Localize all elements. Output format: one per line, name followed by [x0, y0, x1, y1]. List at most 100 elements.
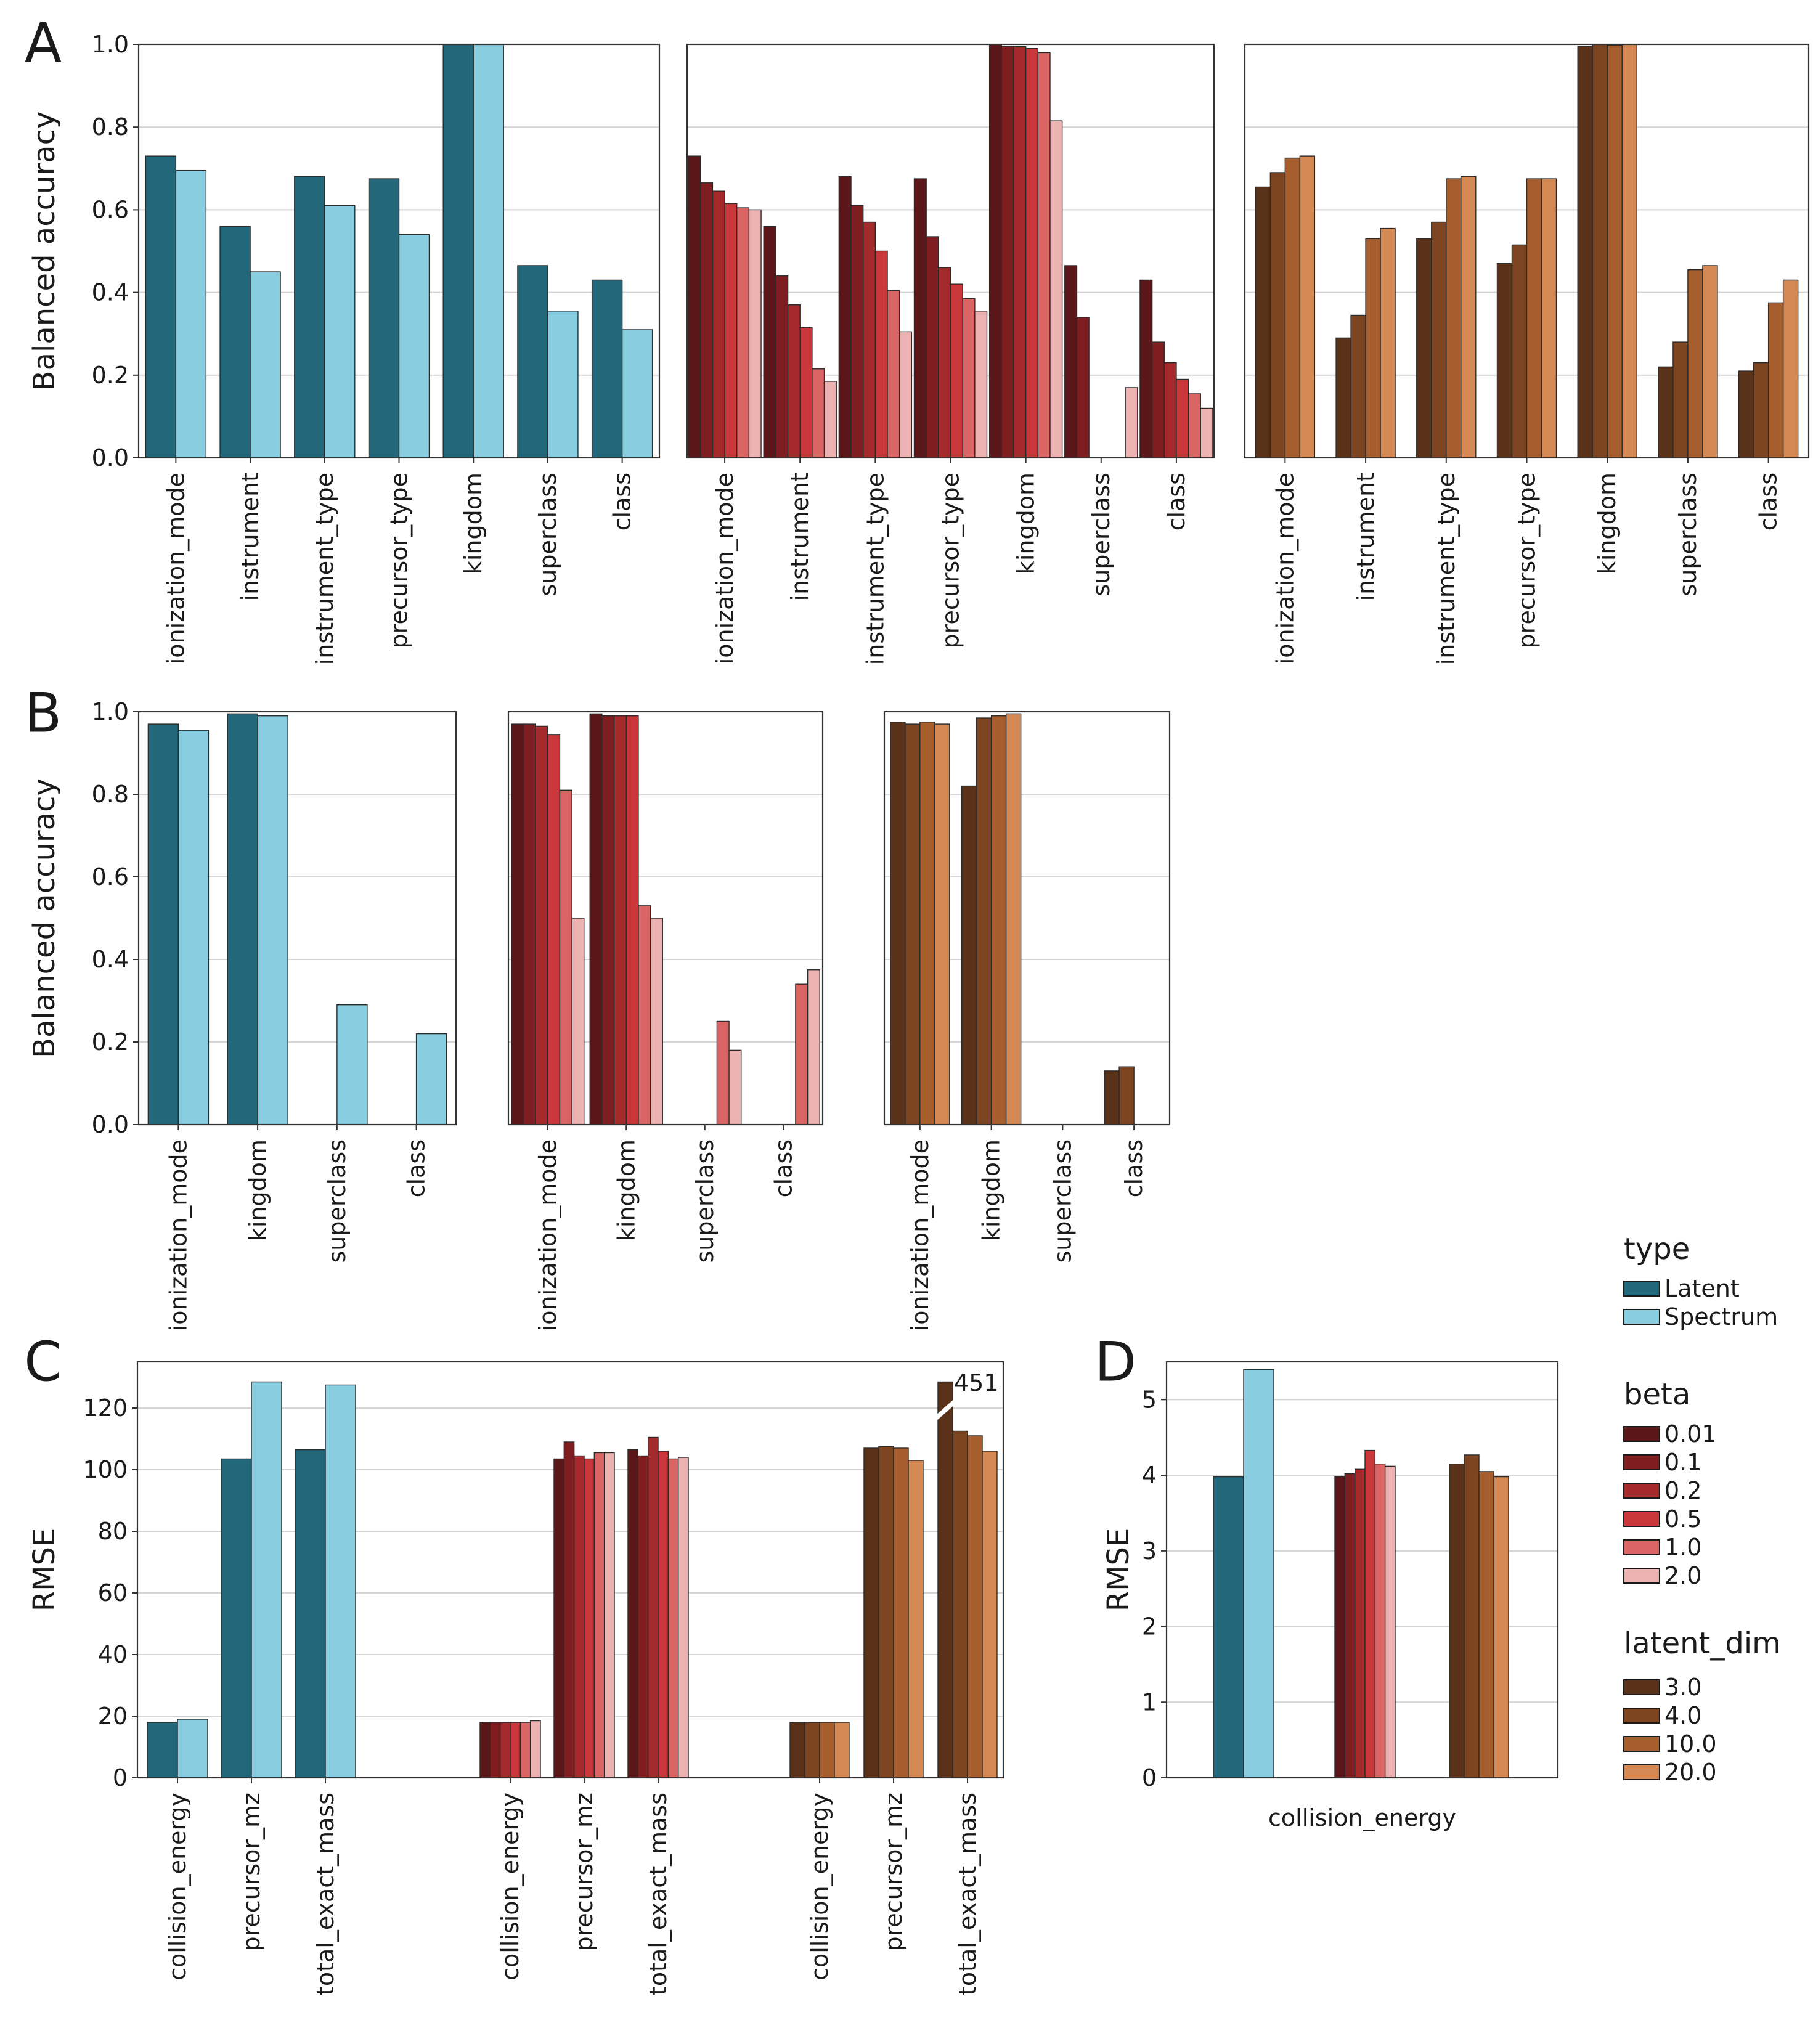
bar: [1125, 387, 1138, 458]
x-tick-label: superclass: [1049, 1139, 1076, 1263]
bar: [336, 1004, 368, 1125]
x-tick-label: precursor_type: [1514, 473, 1541, 648]
y-tick-label: 0.2: [92, 362, 129, 389]
bar: [658, 1451, 669, 1778]
x-tick-label: kingdom: [1594, 473, 1621, 574]
bar: [511, 723, 524, 1125]
y-tick-label: 0.4: [92, 279, 129, 306]
bar: [834, 1722, 850, 1778]
bar: [221, 1458, 252, 1778]
bar: [593, 1452, 605, 1778]
x-tick-label: kingdom: [1012, 473, 1040, 574]
bar: [489, 1722, 501, 1778]
y-axis-label: RMSE: [1101, 1528, 1136, 1612]
x-tick-label: collision_energy: [806, 1793, 833, 1981]
y-tick-label: 120: [83, 1395, 128, 1422]
bar: [1621, 44, 1637, 458]
bar: [1431, 221, 1447, 458]
bar: [688, 155, 701, 458]
bar: [398, 234, 430, 458]
bar: [571, 918, 585, 1125]
y-tick-label: 100: [83, 1456, 128, 1483]
bar: [1139, 279, 1153, 458]
bar: [1461, 176, 1477, 458]
bar: [147, 1722, 178, 1778]
bar: [952, 1430, 968, 1778]
bar: [1350, 314, 1366, 458]
x-tick-label: precursor_mz: [238, 1793, 265, 1952]
bar: [147, 723, 179, 1125]
x-tick-label: instrument: [1352, 473, 1379, 601]
bar: [937, 1381, 953, 1778]
x-tick-label: class: [609, 473, 636, 531]
panel-label-d: D: [1094, 1330, 1136, 1394]
legend-label: Latent: [1664, 1275, 1740, 1302]
bar: [442, 44, 474, 458]
bar: [962, 298, 976, 458]
plot-frame: [137, 711, 457, 1126]
bar: [1284, 157, 1301, 458]
x-tick-label: precursor_type: [937, 473, 964, 648]
bar: [1200, 407, 1213, 458]
y-tick-label: 0.4: [92, 946, 129, 973]
bar: [1163, 362, 1177, 458]
bar: [227, 713, 258, 1125]
bar: [613, 715, 627, 1125]
bar: [1364, 1449, 1376, 1778]
bar: [1334, 1476, 1346, 1778]
bar: [1526, 178, 1542, 458]
y-tick-label: 0.8: [92, 113, 129, 140]
bar: [1243, 1369, 1274, 1778]
bar: [898, 331, 913, 458]
legend-label: 0.1: [1664, 1449, 1701, 1476]
bar: [1025, 48, 1039, 458]
legend-label: 0.01: [1664, 1420, 1717, 1447]
x-tick-label: superclass: [1088, 473, 1115, 597]
bar: [982, 1451, 998, 1778]
bar: [250, 271, 281, 458]
y-tick-label: 0: [113, 1764, 128, 1791]
legend-swatch: [1623, 1539, 1660, 1555]
plot-frame: [507, 711, 824, 1126]
bar: [627, 1449, 639, 1778]
bar: [601, 715, 615, 1125]
legend-label: 20.0: [1664, 1759, 1717, 1786]
x-tick-label: precursor_mz: [571, 1793, 598, 1952]
bar: [938, 267, 951, 458]
x-tick-label: total_exact_mass: [645, 1793, 672, 1995]
x-tick-label: class: [1163, 473, 1190, 531]
bar: [862, 221, 876, 458]
legend-swatch: [1623, 1764, 1660, 1780]
bar: [647, 1436, 659, 1778]
bar: [1335, 337, 1351, 458]
y-tick-label: 4: [1142, 1462, 1157, 1489]
bar: [961, 785, 977, 1125]
x-tick-label: kingdom: [244, 1139, 271, 1241]
bar: [473, 44, 504, 458]
legend-label: 0.5: [1664, 1505, 1701, 1533]
x-tick-label: ionization_mode: [906, 1139, 934, 1331]
bar: [1176, 378, 1189, 458]
panel-label-c: C: [24, 1330, 62, 1394]
axis-break-marker: [935, 1397, 956, 1422]
bar: [748, 209, 762, 458]
y-tick-label: 1.0: [92, 31, 129, 58]
bar: [1255, 186, 1271, 458]
x-tick-label: instrument_type: [311, 473, 338, 665]
x-tick-label: ionization_mode: [162, 473, 189, 664]
bar: [1782, 279, 1799, 458]
x-tick-label: instrument_type: [862, 473, 889, 665]
bar: [1702, 265, 1718, 458]
x-tick-label: collision_energy: [164, 1793, 191, 1981]
x-tick-label: precursor_type: [386, 473, 413, 648]
x-tick-label: collision_energy: [497, 1793, 524, 1981]
x-tick-label: class: [1120, 1139, 1147, 1197]
bar: [1496, 263, 1513, 458]
bar: [1037, 52, 1051, 458]
bar: [1013, 46, 1027, 458]
y-tick-label: 20: [98, 1703, 128, 1730]
y-axis-label: Balanced accuracy: [27, 112, 62, 391]
bar: [325, 1384, 356, 1778]
y-tick-label: 5: [1142, 1386, 1157, 1413]
bar: [913, 178, 927, 458]
